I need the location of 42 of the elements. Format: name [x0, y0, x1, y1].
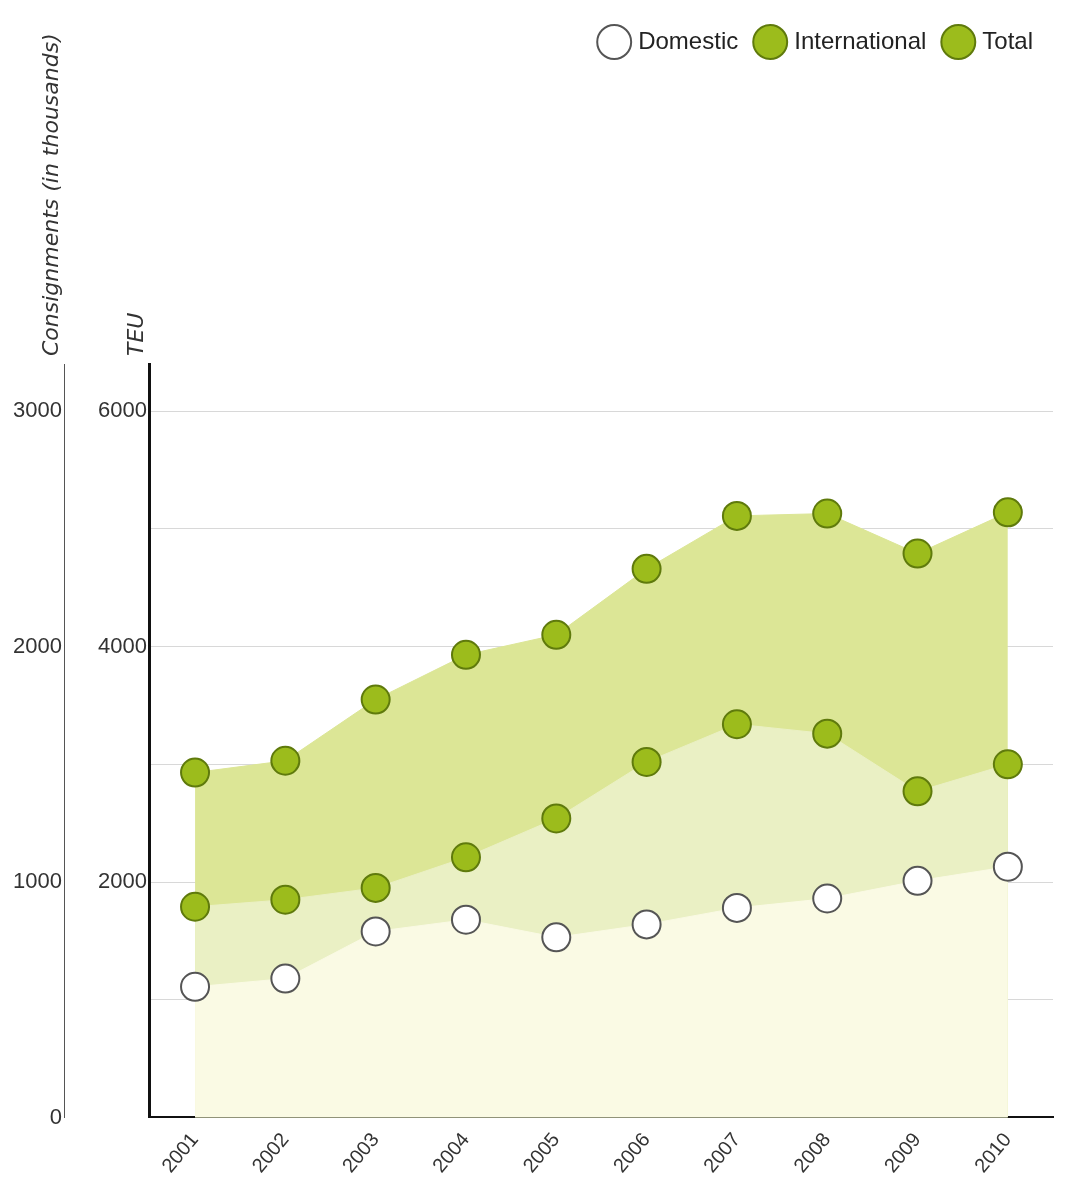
- point: [721, 709, 752, 740]
- y2-tick-label: 2000: [12, 632, 62, 658]
- point: [270, 745, 301, 776]
- point: [450, 842, 481, 873]
- y-axis-title: TEU: [122, 312, 148, 356]
- point: [812, 718, 843, 749]
- point: [270, 884, 301, 915]
- legend-label: Total: [982, 26, 1034, 54]
- point: [902, 776, 933, 807]
- y2-tick-label: 0: [49, 1103, 62, 1129]
- point: [541, 803, 572, 834]
- point: [180, 757, 211, 788]
- y2-tick-label: 1000: [12, 868, 62, 894]
- point: [631, 553, 662, 584]
- point: [360, 684, 391, 715]
- point: [360, 872, 391, 903]
- point: [631, 746, 662, 777]
- y-tick-label: 4000: [97, 632, 147, 658]
- point: [541, 922, 572, 953]
- point: [902, 538, 933, 569]
- point: [180, 891, 211, 922]
- point: [721, 500, 752, 531]
- point: [180, 971, 211, 1002]
- point: [992, 851, 1023, 882]
- point: [450, 904, 481, 935]
- point: [902, 865, 933, 896]
- point: [992, 497, 1023, 528]
- y2-tick-label: 3000: [12, 397, 62, 423]
- legend-label: Domestic: [638, 26, 739, 54]
- y-tick-label: 6000: [97, 397, 147, 423]
- y2-axis-title: Consignments (in thousands): [37, 33, 63, 356]
- point: [270, 963, 301, 994]
- point: [992, 749, 1023, 780]
- point: [360, 916, 391, 947]
- point: [450, 639, 481, 670]
- legend-label: International: [794, 26, 927, 54]
- point: [541, 619, 572, 650]
- y-tick-label: 2000: [97, 868, 147, 894]
- point: [631, 909, 662, 940]
- point: [812, 498, 843, 529]
- point: [812, 883, 843, 914]
- point: [721, 892, 752, 923]
